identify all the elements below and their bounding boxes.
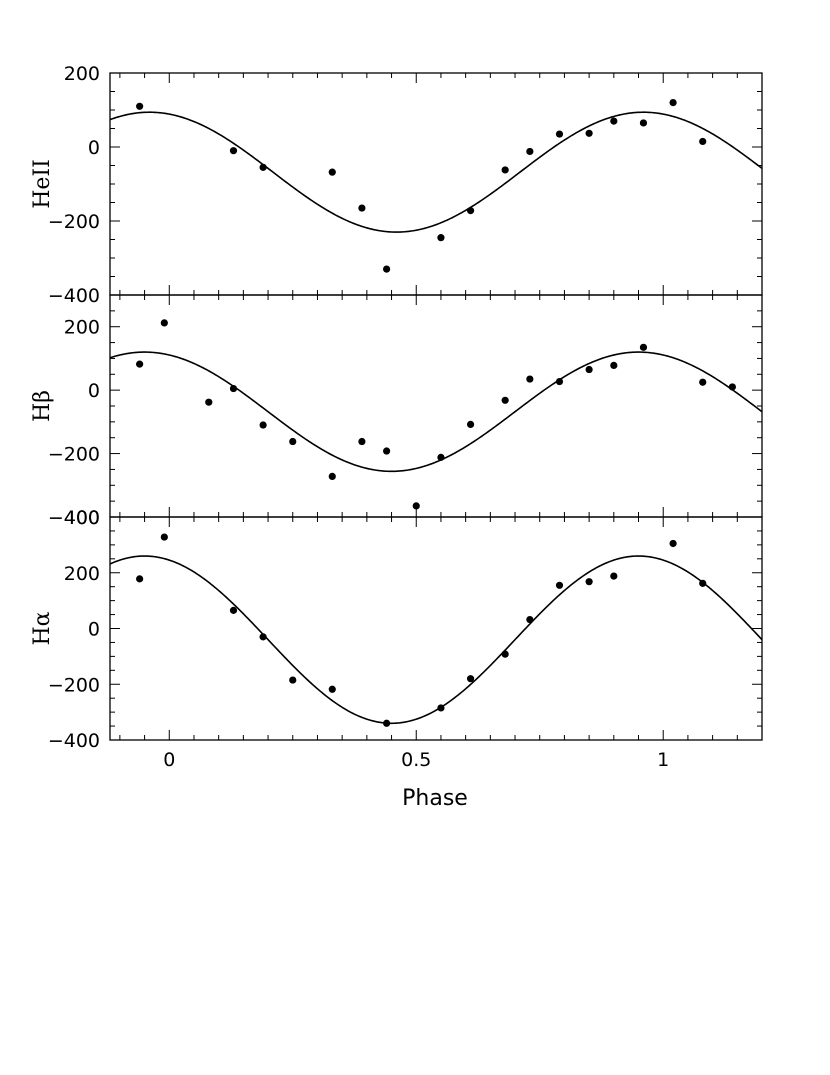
data-point-halpha bbox=[699, 579, 707, 587]
data-point-heii bbox=[585, 129, 593, 137]
data-point-hbeta bbox=[437, 453, 445, 461]
panel-halpha: 400 200 0 −200 −400 Hα bbox=[30, 507, 763, 752]
y-tick-label: −200 bbox=[48, 674, 100, 696]
data-point-halpha bbox=[136, 575, 144, 583]
data-point-hbeta bbox=[328, 472, 336, 481]
data-point-heii bbox=[466, 207, 475, 215]
data-point-heii bbox=[555, 130, 564, 138]
x-tick-label: 0.5 bbox=[401, 749, 431, 771]
y-tick-label: 0 bbox=[88, 137, 100, 159]
data-point-hbeta bbox=[555, 377, 564, 386]
data-point-heii bbox=[501, 166, 509, 174]
y-tick-label: −400 bbox=[48, 507, 100, 529]
data-point-heii bbox=[328, 168, 336, 176]
y-axis-label-halpha: Hα bbox=[30, 611, 55, 645]
data-point-halpha bbox=[555, 581, 564, 589]
data-point-heii bbox=[437, 234, 445, 242]
data-point-halpha bbox=[229, 606, 238, 614]
x-tick-label: 1 bbox=[657, 749, 669, 771]
data-point-hbeta bbox=[610, 361, 618, 370]
fit-curve-hbeta bbox=[110, 351, 762, 473]
data-point-heii bbox=[136, 102, 144, 110]
data-point-hbeta bbox=[358, 437, 366, 446]
data-point-halpha bbox=[610, 572, 618, 580]
panel-frame bbox=[109, 516, 763, 741]
data-point-halpha bbox=[466, 675, 475, 683]
data-point-hbeta bbox=[639, 343, 648, 351]
y-tick-label: 200 bbox=[64, 63, 100, 85]
data-point-halpha bbox=[259, 633, 267, 641]
data-point-hbeta bbox=[728, 383, 736, 391]
fit-curve-halpha bbox=[110, 555, 762, 725]
data-point-hbeta bbox=[466, 420, 475, 428]
y-tick-label: 0 bbox=[88, 619, 100, 641]
x-axis: 0 0.5 1 bbox=[163, 749, 669, 771]
data-point-halpha bbox=[526, 615, 534, 624]
data-point-hbeta bbox=[699, 378, 707, 386]
data-point-hbeta bbox=[501, 396, 509, 404]
panel-frame bbox=[109, 294, 763, 518]
data-point-hbeta bbox=[412, 502, 420, 510]
data-point-heii bbox=[526, 147, 534, 156]
data-point-halpha bbox=[669, 539, 677, 548]
fit-curve-heii bbox=[110, 111, 762, 233]
data-point-halpha bbox=[585, 578, 593, 586]
data-point-halpha bbox=[289, 676, 297, 684]
data-point-heii bbox=[639, 119, 648, 127]
data-point-hbeta bbox=[229, 384, 238, 393]
y-tick-label: −200 bbox=[48, 444, 100, 466]
data-point-hbeta bbox=[289, 437, 297, 446]
x-tick-label: 0 bbox=[163, 749, 175, 771]
data-point-heii bbox=[699, 137, 707, 146]
data-point-halpha bbox=[328, 685, 336, 693]
data-point-halpha bbox=[383, 719, 391, 727]
data-point-heii bbox=[383, 265, 391, 273]
data-point-hbeta bbox=[526, 375, 534, 383]
data-point-halpha bbox=[437, 704, 445, 712]
data-point-hbeta bbox=[585, 365, 593, 374]
data-point-hbeta bbox=[383, 447, 391, 455]
y-tick-label: 400 bbox=[64, 507, 100, 529]
data-point-heii bbox=[259, 163, 267, 171]
panel-hbeta: 200 0 −200 −400 Hβ bbox=[30, 294, 763, 529]
y-tick-label: 0 bbox=[88, 380, 100, 402]
data-point-heii bbox=[669, 99, 677, 107]
data-point-hbeta bbox=[160, 319, 168, 327]
panel-frame bbox=[109, 72, 763, 296]
data-point-heii bbox=[358, 204, 366, 212]
panels-group: 200 0 −200 −400 HeII 200 0 −200 −400 Hβ 400 200 0 −20… bbox=[30, 63, 763, 752]
data-point-halpha bbox=[501, 650, 509, 658]
y-tick-label: −200 bbox=[48, 211, 100, 233]
data-point-hbeta bbox=[136, 360, 144, 368]
y-axis-label-hbeta: Hβ bbox=[30, 390, 55, 422]
data-point-hbeta bbox=[259, 421, 267, 429]
data-point-heii bbox=[610, 117, 618, 125]
y-tick-label: −400 bbox=[48, 285, 100, 307]
data-point-heii bbox=[229, 147, 238, 155]
y-axis-label-heii: HeII bbox=[30, 159, 55, 209]
x-axis-label: Phase bbox=[402, 786, 468, 811]
y-tick-label: 200 bbox=[64, 317, 100, 339]
data-point-hbeta bbox=[205, 398, 213, 406]
panel-heii: 200 0 −200 −400 HeII bbox=[30, 63, 763, 307]
data-point-halpha bbox=[160, 533, 168, 541]
y-tick-label: 200 bbox=[64, 563, 100, 585]
y-tick-label: −400 bbox=[48, 730, 100, 752]
